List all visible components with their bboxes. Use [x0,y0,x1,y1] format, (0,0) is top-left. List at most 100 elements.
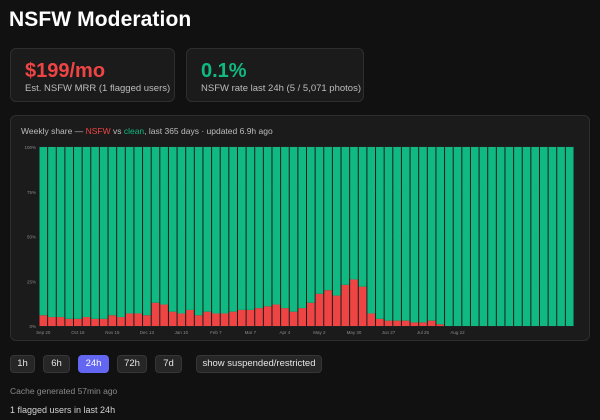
chart-title-vs: vs [110,126,124,136]
y-tick-label: 50% [27,235,36,240]
bar-clean-week-53 [488,147,496,326]
bar-clean-week-56 [514,147,522,326]
bar-nsfw-week-36 [341,284,350,326]
x-tick-label: Dec 13 [140,330,155,335]
bar-nsfw-week-7 [91,318,99,326]
bar-clean-week-29 [281,147,289,309]
bar-clean-week-62 [565,147,574,326]
bar-nsfw-week-5 [74,318,82,326]
bar-clean-week-32 [307,147,315,303]
page-title: NSFW Moderation [9,8,192,31]
chart-title-nsfw: NSFW [85,126,111,136]
bar-nsfw-week-45 [419,322,427,326]
bar-nsfw-week-20 [203,311,212,326]
bar-nsfw-week-3 [56,317,65,326]
bar-clean-week-54 [496,147,505,326]
bar-clean-week-17 [177,147,186,314]
bar-nsfw-week-21 [212,313,220,326]
bar-clean-week-11 [125,147,134,314]
bar-nsfw-week-46 [427,320,436,326]
bar-nsfw-week-9 [108,315,117,326]
bar-clean-week-31 [298,147,306,309]
x-tick-label: Aug 22 [450,330,465,335]
bar-nsfw-week-26 [255,308,263,326]
bar-nsfw-week-15 [160,304,168,326]
bar-nsfw-week-31 [298,308,306,326]
stat-card-mrr: $199/mo Est. NSFW MRR (1 flagged users) [10,48,175,102]
bar-clean-week-10 [117,147,125,318]
bar-clean-week-41 [384,147,393,321]
bar-clean-week-37 [350,147,358,280]
weekly-share-chart-card: Weekly share — NSFW vs clean, last 365 d… [10,115,590,341]
bar-nsfw-week-16 [168,311,177,326]
bar-nsfw-week-39 [367,313,376,326]
bar-clean-week-2 [48,147,56,318]
stat-value-nsfw-rate: 0.1% [201,60,247,82]
bar-clean-week-5 [74,147,82,319]
bar-clean-week-34 [324,147,332,291]
bar-nsfw-week-38 [358,286,367,326]
bar-nsfw-week-41 [384,320,393,326]
bar-clean-week-8 [99,147,108,319]
range-button-1h[interactable]: 1h [10,355,35,373]
x-tick-label: Nov 15 [105,330,120,335]
bar-clean-week-7 [91,147,99,319]
bar-nsfw-week-27 [263,306,272,326]
bar-clean-week-50 [462,147,470,326]
bar-nsfw-week-35 [332,295,341,326]
chart-title: Weekly share — NSFW vs clean, last 365 d… [21,126,273,136]
chart-title-suffix: , last 365 days · updated 6.9h ago [144,126,273,136]
bar-clean-week-58 [531,147,539,326]
bar-clean-week-45 [419,147,427,323]
stat-card-nsfw-rate: 0.1% NSFW rate last 24h (5 / 5,071 photo… [186,48,364,102]
bar-nsfw-week-10 [117,317,125,326]
bar-clean-week-57 [522,147,531,326]
bar-clean-week-59 [539,147,548,326]
range-button-7d[interactable]: 7d [155,355,182,373]
bar-nsfw-week-32 [307,302,315,326]
bar-clean-week-48 [445,147,453,326]
bar-clean-week-51 [470,147,479,326]
bar-nsfw-week-47 [436,324,445,326]
bar-nsfw-week-18 [186,309,194,326]
x-tick-label: May 2 [313,330,326,335]
x-tick-label: Feb 7 [210,330,222,335]
bar-clean-week-4 [65,147,74,319]
bar-clean-week-21 [212,147,220,314]
bar-clean-week-28 [272,147,281,305]
cache-note: Cache generated 57min ago [10,386,118,396]
bar-clean-week-9 [108,147,117,316]
bar-nsfw-week-6 [82,317,91,326]
range-button-72h[interactable]: 72h [117,355,147,373]
show-suspended-button[interactable]: show suspended/restricted [196,355,322,373]
bar-nsfw-week-13 [143,315,151,326]
stat-label-mrr: Est. NSFW MRR (1 flagged users) [25,83,171,94]
bar-nsfw-week-4 [65,318,74,326]
bar-clean-week-36 [341,147,350,285]
bar-clean-week-15 [160,147,168,305]
bar-clean-week-16 [168,147,177,312]
chart-title-prefix: Weekly share — [21,126,86,136]
bar-clean-week-19 [194,147,203,316]
bar-clean-week-44 [410,147,419,323]
bar-clean-week-39 [367,147,376,314]
bar-clean-week-47 [436,147,445,325]
stat-label-nsfw-rate: NSFW rate last 24h (5 / 5,071 photos) [201,83,361,94]
bar-clean-week-33 [315,147,324,294]
bar-nsfw-week-1 [39,315,48,326]
x-tick-label: Jul 25 [417,330,430,335]
x-tick-label: Oct 18 [71,330,85,335]
bar-clean-week-42 [393,147,401,321]
bar-clean-week-24 [237,147,246,310]
bar-clean-week-27 [263,147,272,307]
chart-title-clean: clean [123,126,145,136]
bar-clean-week-25 [246,147,255,310]
bar-nsfw-week-11 [125,313,134,326]
range-button-6h[interactable]: 6h [43,355,70,373]
bar-nsfw-week-29 [281,308,289,326]
bar-nsfw-week-22 [220,313,229,326]
range-button-24h[interactable]: 24h [78,355,109,373]
bar-clean-week-20 [203,147,212,312]
bar-clean-week-22 [220,147,229,314]
bar-nsfw-week-8 [99,318,108,326]
